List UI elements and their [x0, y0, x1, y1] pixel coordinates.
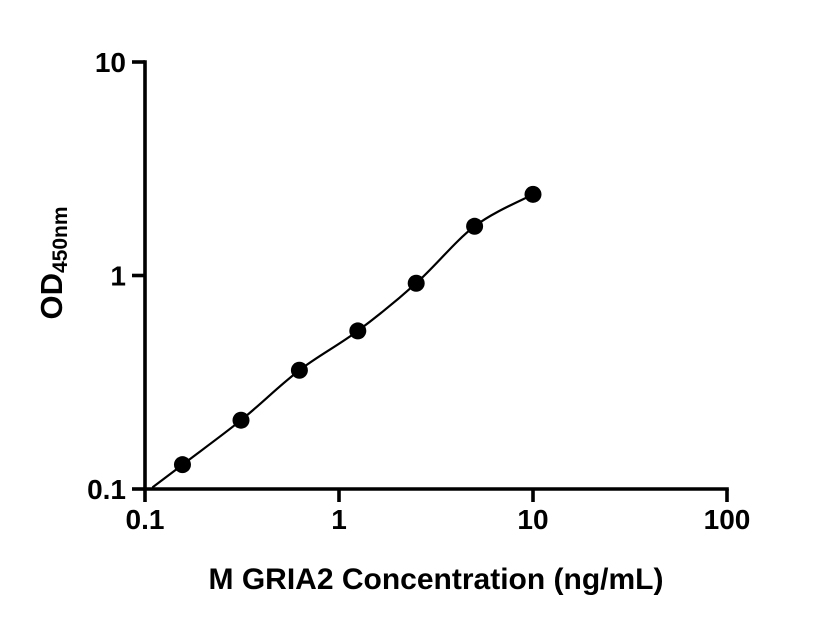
x-tick-label: 100 — [704, 504, 751, 535]
x-tick-label: 10 — [517, 504, 548, 535]
data-point — [232, 411, 250, 429]
data-point — [466, 217, 484, 235]
axis-spines — [143, 60, 729, 491]
data-point — [524, 185, 542, 203]
data-point — [290, 361, 308, 379]
x-tick-label: 0.1 — [126, 504, 165, 535]
data-point — [173, 456, 191, 474]
data-point — [407, 274, 425, 292]
data-point — [349, 322, 367, 340]
y-tick-label: 1 — [110, 261, 126, 292]
y-axis-title-subscript: 450nm — [49, 206, 72, 274]
y-axis-title-main: OD — [34, 273, 69, 320]
y-tick-label: 10 — [95, 47, 126, 78]
x-tick-label: 1 — [331, 504, 347, 535]
y-tick-label: 0.1 — [87, 474, 126, 505]
fit-curve — [151, 193, 535, 489]
y-axis-title: OD450nm — [34, 93, 76, 433]
x-axis-title: M GRIA2 Concentration (ng/mL) — [208, 563, 664, 596]
